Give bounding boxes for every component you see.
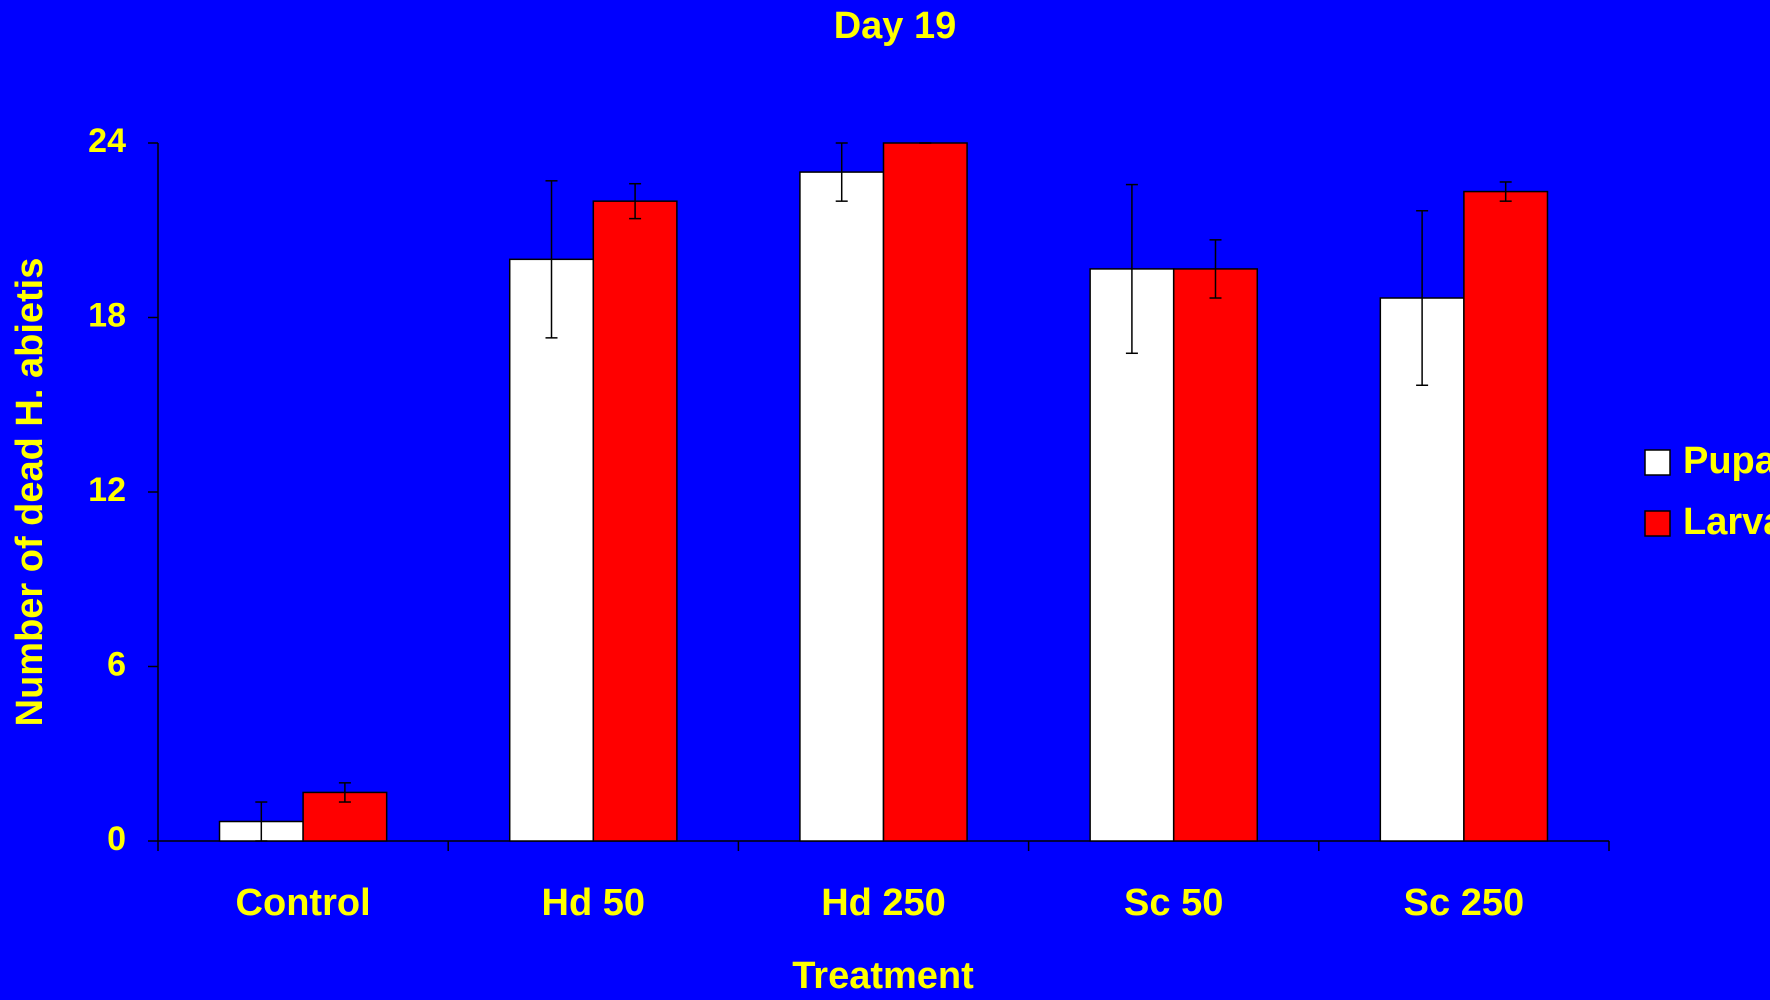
bar	[592, 200, 678, 842]
bar	[799, 171, 885, 842]
chart-title: Day 19	[834, 5, 957, 47]
bar	[1172, 268, 1259, 842]
x-tick-label: Sc 50	[1124, 882, 1223, 924]
legend-swatch	[1644, 449, 1671, 476]
x-axis-label: Treatment	[792, 955, 974, 997]
bar	[1089, 268, 1175, 842]
x-tick-label: Control	[236, 882, 371, 924]
y-tick-label: 12	[88, 471, 126, 509]
y-tick-label: 18	[88, 296, 126, 334]
bar	[508, 258, 595, 842]
bar	[882, 142, 968, 842]
y-tick-label: 6	[107, 645, 126, 683]
legend-label: Larvae	[1683, 501, 1770, 543]
x-tick-label: Hd 250	[821, 882, 946, 924]
y-tick-label: 24	[88, 122, 126, 160]
bar	[1463, 190, 1549, 842]
x-tick-label: Hd 50	[542, 882, 645, 924]
y-tick-label: 0	[107, 820, 126, 858]
y-axis-label: Number of dead H. abietis	[9, 258, 51, 727]
bar	[1379, 297, 1465, 842]
legend-swatch	[1644, 510, 1671, 537]
x-tick-label: Sc 250	[1404, 882, 1524, 924]
legend-label: Pupae	[1683, 440, 1770, 482]
